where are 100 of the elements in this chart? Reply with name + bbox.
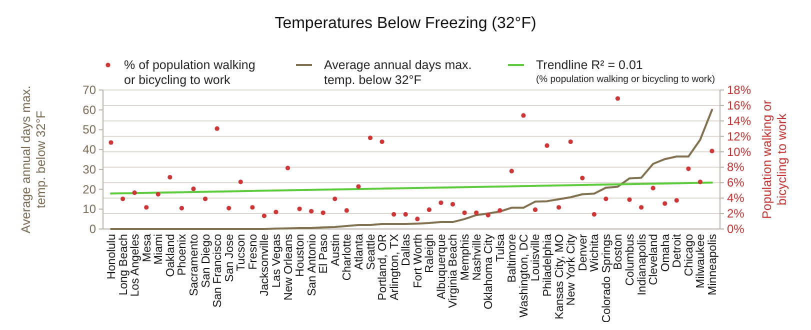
point [262,214,266,218]
x-tick-label: Chicago [683,234,696,276]
x-tick-label: Baltimore [506,234,519,283]
x-tick-label: Long Beach [118,234,130,296]
y-tick-label: 20 [82,182,96,196]
point [368,136,373,140]
point [132,190,137,196]
x-tick-label: Colorado Springs [600,234,613,323]
point [544,143,550,148]
x-tick-label: Minneapolis [707,234,719,296]
x-tick-label: San Antonio [306,234,318,296]
y2-tick-label: 18% [727,83,752,97]
point [698,180,703,184]
y2-tick-label: 0% [727,222,745,236]
x-tick-label: Cleveland [648,234,660,286]
point [144,205,149,210]
point [309,208,314,214]
x-tick-label: Virginia Beach [448,234,460,308]
point [332,196,338,202]
y2-tick-label: 10% [727,144,752,159]
point [380,139,384,144]
x-tick-label: Albuquerque [436,234,448,300]
y2-tick-label: 6% [727,176,745,190]
point [474,210,479,216]
x-tick-label: Fresno [247,234,260,270]
point [320,210,326,216]
x-tick-label: Wichita [589,233,602,272]
point [498,208,502,213]
x-tick-label: Honolulu [106,234,118,280]
x-tick-label: Oklahoma City [483,234,496,310]
point [604,196,608,202]
point [532,207,538,212]
point [415,216,420,222]
point [580,176,585,180]
point [108,140,114,145]
x-tick-label: Mesa [141,233,154,262]
point [662,201,668,206]
point [250,205,255,210]
x-tick-label: Houston [294,234,307,277]
line-series [110,108,713,230]
point [627,197,632,202]
legend-label: Trendline R² = 0.01 [536,58,643,72]
y2-tick-label: 14% [727,114,752,128]
point [226,206,232,210]
point [297,206,302,212]
x-tick-label: Milwaukee [695,234,708,288]
point [179,206,184,210]
point [156,192,160,197]
x-tick-label: Columbus [624,234,637,286]
y2-tick-label: 4% [727,191,745,206]
y-tick-label: 40 [82,142,96,157]
x-tick-label: Charlotte [342,234,354,281]
point [438,200,444,206]
x-tick-label: Arlington, TX [388,234,401,300]
point [274,210,278,214]
y-tick-label: 0 [89,222,96,236]
x-tick-label: Louisville [530,234,542,282]
point [202,196,208,202]
x-tick-label: Sacramento [188,234,200,296]
x-tick-label: New York City [566,234,578,306]
point [191,186,196,192]
x-tick-label: Raleigh [424,234,436,273]
x-tick-label: Philadelphia [542,233,554,297]
point [120,196,126,202]
text: (% population walking or bicycling to work) [536,74,715,85]
point [568,139,573,144]
point [556,205,562,210]
x-tick-label: Omaha [660,233,672,272]
x-tick-label: San Jose [224,234,236,282]
y-tick-label: 70 [82,83,96,97]
y-axis-title: Average annual days max. temp. below 32°F [19,86,48,234]
y-tick-label: 30 [82,162,96,176]
x-tick-label: Jacksonville [259,234,272,296]
x-tick-label: Fort Worth [412,234,424,288]
point [592,212,596,217]
x-tick-label: Kansas City, MO [554,234,566,320]
point [238,180,243,184]
y-tick-label: 10 [82,202,96,216]
y2-tick-label: 8% [727,160,745,174]
x-tick-label: El Paso [318,234,330,274]
point [168,174,172,180]
x-tick-label: Indianapolis [636,234,648,296]
x-tick-label: Miami [153,234,166,265]
y2-tick-label: 12% [727,129,752,144]
point [392,212,396,217]
x-tick-label: Washington, DC [518,234,530,318]
point [403,212,408,217]
point [650,186,656,190]
point [214,126,220,131]
y2-tick-label: 16% [727,98,752,112]
point [615,96,620,101]
point [686,166,691,172]
x-tick-label: Dallas [400,234,413,266]
point [426,207,432,212]
legend-label: % of population walking or bicycling to work [124,58,256,87]
point [450,202,456,207]
y2-axis-title: Population walking or bicycling to work [760,100,789,219]
legend-label: Average annual days max. temp. below 32°F [324,58,472,87]
x-tick-label: Portland, OR [377,234,390,300]
point [638,205,644,210]
